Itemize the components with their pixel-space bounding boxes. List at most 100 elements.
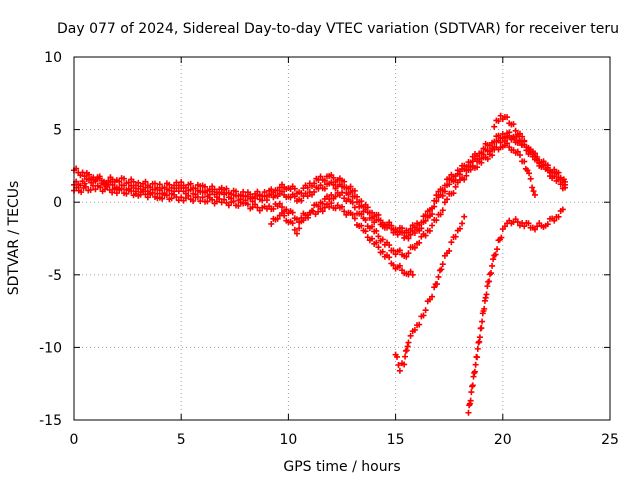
- data-point: [498, 234, 505, 241]
- data-point: [168, 195, 175, 202]
- data-point: [411, 230, 418, 237]
- data-point: [332, 193, 339, 200]
- x-tick-label: 5: [177, 432, 186, 448]
- data-point: [396, 262, 403, 269]
- data-point: [388, 222, 395, 229]
- data-point: [467, 159, 474, 166]
- data-point: [159, 195, 166, 202]
- data-point: [439, 187, 446, 194]
- data-point: [484, 155, 491, 162]
- data-point: [358, 222, 365, 229]
- data-point: [407, 268, 414, 275]
- data-point: [471, 368, 478, 375]
- data-point: [516, 137, 523, 144]
- data-point: [202, 183, 209, 190]
- data-point: [504, 140, 511, 147]
- data-point: [135, 179, 142, 186]
- data-point: [190, 197, 197, 204]
- data-point: [521, 223, 528, 230]
- data-point: [403, 347, 410, 354]
- x-tick-label: 20: [494, 432, 512, 448]
- data-point: [149, 189, 156, 196]
- data-point: [358, 211, 365, 218]
- data-point: [304, 193, 311, 200]
- data-point: [293, 230, 300, 237]
- data-point: [369, 235, 376, 242]
- data-point: [529, 184, 536, 191]
- data-point: [504, 114, 511, 121]
- data-point: [351, 187, 358, 194]
- data-point: [161, 184, 168, 191]
- data-point: [230, 198, 237, 205]
- data-point: [178, 179, 185, 186]
- data-point: [422, 217, 429, 224]
- data-point: [354, 193, 361, 200]
- data-point: [298, 190, 305, 197]
- data-point: [479, 318, 486, 325]
- data-point: [399, 225, 406, 232]
- data-point: [130, 178, 137, 185]
- data-layer: [71, 112, 568, 416]
- x-axis-label: GPS time / hours: [283, 459, 400, 475]
- data-point: [347, 183, 354, 190]
- data-point: [274, 215, 281, 222]
- data-point: [456, 168, 463, 175]
- data-point: [369, 223, 376, 230]
- data-point: [364, 234, 371, 241]
- data-point: [278, 204, 285, 211]
- data-point: [486, 278, 493, 285]
- data-point: [478, 149, 485, 156]
- data-point: [304, 184, 311, 191]
- data-point: [375, 244, 382, 251]
- data-point: [81, 180, 88, 187]
- data-point: [358, 198, 365, 205]
- data-point: [491, 138, 498, 145]
- series-track-c: [71, 140, 538, 260]
- data-point: [474, 345, 481, 352]
- data-point: [373, 227, 380, 234]
- data-point: [411, 224, 418, 231]
- data-point: [349, 211, 356, 218]
- data-point: [104, 183, 111, 190]
- data-point: [407, 225, 414, 232]
- data-point: [113, 190, 120, 197]
- data-point: [527, 175, 534, 182]
- data-point: [401, 361, 408, 368]
- data-point: [433, 192, 440, 199]
- data-point: [405, 339, 412, 346]
- data-point: [472, 361, 479, 368]
- data-point: [362, 228, 369, 235]
- grid-layer: [74, 57, 610, 420]
- data-point: [351, 204, 358, 211]
- data-point: [237, 191, 244, 198]
- data-point: [459, 220, 466, 227]
- data-point: [483, 291, 490, 298]
- data-point: [530, 188, 537, 195]
- data-point: [369, 209, 376, 216]
- data-point: [82, 183, 89, 190]
- data-point: [531, 226, 538, 233]
- data-point: [339, 189, 345, 196]
- data-point: [437, 211, 444, 218]
- data-point: [521, 137, 528, 144]
- data-point: [263, 192, 270, 199]
- data-point: [328, 191, 335, 198]
- data-point: [486, 271, 493, 278]
- data-point: [326, 203, 333, 210]
- data-point: [394, 228, 401, 235]
- data-point: [494, 246, 501, 253]
- data-point: [405, 229, 412, 236]
- data-point: [187, 180, 194, 187]
- data-point: [405, 250, 412, 257]
- data-point: [463, 172, 470, 179]
- y-tick-label: 0: [53, 195, 62, 211]
- data-point: [481, 305, 488, 312]
- data-point: [97, 184, 104, 191]
- data-point: [283, 206, 290, 213]
- data-point: [319, 208, 326, 215]
- data-point: [536, 160, 543, 167]
- series-track-f: [465, 206, 566, 416]
- y-tick-label: 5: [53, 123, 62, 139]
- data-point: [407, 332, 414, 339]
- data-point: [429, 222, 436, 229]
